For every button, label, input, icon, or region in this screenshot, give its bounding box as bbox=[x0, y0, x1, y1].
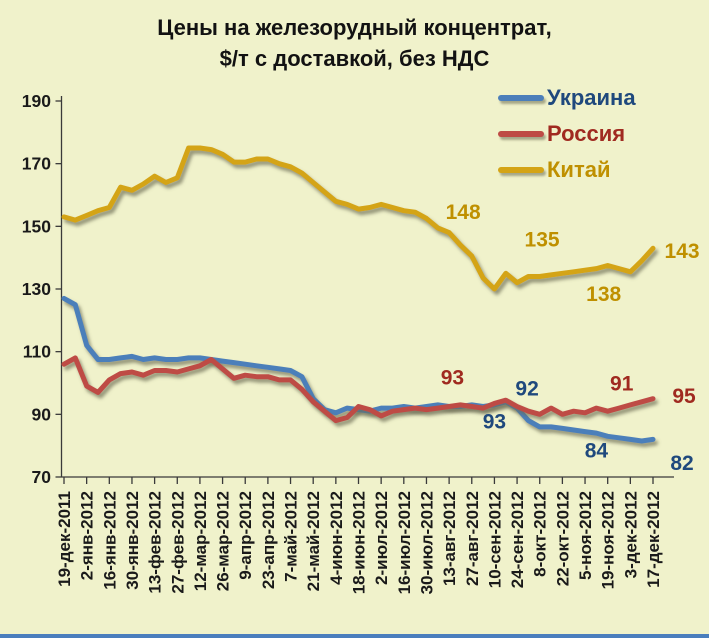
x-tick-label: 23-апр-2012 bbox=[259, 491, 278, 589]
russia-line-swatch bbox=[498, 131, 544, 137]
x-tick-label: 27-фев-2012 bbox=[168, 491, 187, 594]
x-tick-label: 4-июн-2012 bbox=[327, 491, 346, 585]
y-tick-label: 170 bbox=[22, 154, 51, 174]
x-tick-label: 2-июл-2012 bbox=[372, 491, 391, 585]
data-label-россия-91: 91 bbox=[610, 373, 634, 396]
legend-label-china: Китай bbox=[547, 157, 611, 182]
series-lines bbox=[61, 145, 656, 444]
legend-item-china: Китай bbox=[498, 156, 636, 184]
x-tick-label: 13-фев-2012 bbox=[146, 491, 165, 594]
x-tick-label: 18-июн-2012 bbox=[350, 491, 369, 594]
x-tick-label: 22-окт-2012 bbox=[553, 491, 572, 586]
data-label-китай-135: 135 bbox=[525, 228, 560, 251]
series-line-китай bbox=[61, 145, 656, 292]
y-tick-label: 90 bbox=[32, 404, 52, 424]
legend: Украина Россия Китай bbox=[498, 84, 636, 184]
y-tick-label: 110 bbox=[23, 342, 51, 362]
data-label-россия-95: 95 bbox=[672, 385, 696, 408]
x-tick-label: 16-янв-2012 bbox=[100, 491, 119, 590]
legend-item-ukraine: Украина bbox=[498, 84, 636, 112]
data-label-украина-82: 82 bbox=[670, 452, 693, 475]
y-tick-label: 190 bbox=[22, 91, 51, 111]
x-tick-label: 7-май-2012 bbox=[282, 491, 301, 582]
data-label-россия-93: 93 bbox=[441, 366, 464, 389]
chart-title-line2: $/т с доставкой, без НДС bbox=[219, 46, 490, 71]
series-line-россия bbox=[61, 355, 656, 424]
bottom-accent-bar bbox=[0, 634, 709, 638]
x-tick-label: 16-июл-2012 bbox=[395, 491, 414, 594]
y-tick-label: 130 bbox=[22, 279, 51, 299]
x-tick-label: 17-дек-2012 bbox=[644, 491, 663, 588]
x-tick-label: 24-сен-2012 bbox=[508, 491, 527, 588]
x-tick-label: 2-янв-2012 bbox=[78, 491, 97, 580]
data-label-китай-143: 143 bbox=[664, 240, 699, 263]
data-label-украина-93: 93 bbox=[483, 410, 506, 433]
x-tick-label: 12-мар-2012 bbox=[191, 491, 210, 591]
data-label-украина-92: 92 bbox=[515, 378, 538, 401]
x-tick-label: 27-авг-2012 bbox=[463, 491, 482, 586]
legend-label-russia: Россия bbox=[547, 121, 626, 146]
data-labels: 148 135 138 143 93 91 95 93 92 84 82 bbox=[441, 201, 700, 475]
x-tick-label: 30-июл-2012 bbox=[417, 491, 436, 594]
chart-title: Цены на железорудный концентрат, $/т с д… bbox=[0, 12, 709, 74]
x-tick-label: 26-мар-2012 bbox=[214, 491, 233, 591]
x-tick-label: 10-сен-2012 bbox=[485, 491, 504, 588]
legend-item-russia: Россия bbox=[498, 120, 636, 148]
data-label-украина-84: 84 bbox=[585, 440, 609, 463]
y-tick-label: 150 bbox=[22, 216, 51, 236]
chart-title-line1: Цены на железорудный концентрат, bbox=[157, 15, 552, 40]
china-line-swatch bbox=[498, 167, 544, 173]
x-tick-label: 8-окт-2012 bbox=[531, 491, 550, 577]
x-tick-label: 9-апр-2012 bbox=[236, 491, 255, 580]
data-label-китай-138: 138 bbox=[586, 283, 621, 306]
x-tick-label: 19-дек-2011 bbox=[55, 491, 74, 587]
data-label-китай-148: 148 bbox=[446, 201, 481, 224]
x-tick-label: 30-янв-2012 bbox=[123, 491, 142, 590]
x-tick-label: 5-ноя-2012 bbox=[576, 491, 595, 580]
x-tick-label: 13-авг-2012 bbox=[440, 491, 459, 586]
x-tick-label: 3-дек-2012 bbox=[621, 491, 640, 578]
x-tick-label: 19-ноя-2012 bbox=[599, 491, 618, 589]
legend-label-ukraine: Украина bbox=[547, 85, 636, 110]
ukraine-line-swatch bbox=[498, 95, 544, 101]
x-tick-label: 21-май-2012 bbox=[304, 491, 323, 591]
y-tick-label: 70 bbox=[32, 467, 52, 487]
